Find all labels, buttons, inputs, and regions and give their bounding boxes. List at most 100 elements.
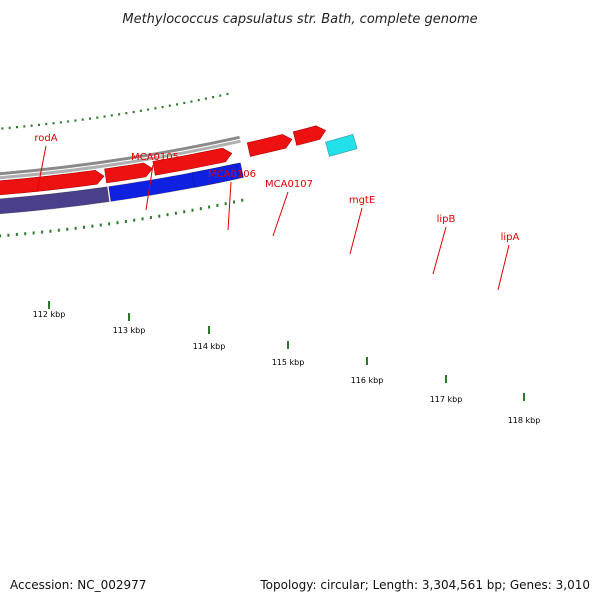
ruler-minor-tick	[132, 110, 135, 114]
ruler-minor-tick	[204, 97, 207, 100]
gene-block	[325, 133, 358, 157]
ruler-minor-tick	[219, 94, 222, 97]
minor-tick	[224, 202, 227, 206]
label-leader-line	[227, 181, 232, 231]
ruler-minor-tick	[176, 103, 179, 106]
ruler-minor-tick	[226, 92, 229, 96]
ruler-minor-tick	[30, 124, 33, 127]
gene-block	[0, 186, 110, 215]
ruler-tick-label: 113 kbp	[113, 326, 146, 335]
label-leader-line	[272, 191, 289, 237]
ruler-minor-tick	[8, 126, 11, 129]
ruler-minor-tick	[23, 125, 26, 128]
label-leader-line	[145, 164, 154, 211]
backbone-outer	[0, 139, 241, 180]
minor-tick	[57, 228, 60, 232]
minor-tick	[241, 198, 244, 202]
label-leader-line	[349, 207, 363, 255]
minor-tick	[158, 214, 161, 218]
minor-tick	[216, 203, 219, 207]
minor-tick	[32, 231, 35, 235]
cds-track	[0, 125, 327, 196]
minor-tick	[24, 232, 27, 236]
gene-label: MCA0107	[265, 179, 313, 190]
ruler-tick-label: 112 kbp	[33, 310, 66, 319]
ruler-tick-label: 118 kbp	[508, 416, 541, 425]
minor-tick	[149, 216, 152, 220]
ruler-minor-tick	[15, 126, 18, 129]
minor-tick	[141, 217, 144, 221]
minor-tick	[208, 205, 211, 209]
ruler-minor-tick	[110, 114, 113, 117]
ruler-minor-tick	[96, 116, 99, 119]
minor-tick	[15, 233, 18, 237]
minor-tick	[66, 227, 69, 231]
cds-arrow	[292, 125, 327, 146]
minor-tick	[191, 208, 194, 212]
gene-label: mgtE	[349, 195, 375, 206]
gene-label: MCA0105	[131, 152, 179, 163]
ruler-tick-label: 117 kbp	[430, 395, 463, 404]
gene-label: rodA	[34, 133, 57, 144]
cds-arrow	[104, 162, 153, 184]
kbp-ruler: 112 kbp 113 kbp 114 kbp 115 kbp 116 kbp 117 k…	[1, 92, 541, 425]
minor-tick	[133, 218, 136, 222]
minor-tick	[41, 230, 44, 234]
gene-labels: rodA MCA0105 MCA0106 MCA0107 mgtE lipB lipA	[34, 133, 520, 291]
gene-label: MCA0106	[208, 169, 256, 180]
minor-tick	[74, 226, 77, 230]
ruler-minor-tick	[190, 100, 193, 103]
minor-tick	[174, 211, 177, 215]
ruler-minor-tick	[168, 104, 171, 107]
minor-tick	[0, 234, 1, 238]
label-leader-line	[36, 145, 47, 193]
genome-summary-text: Topology: circular; Length: 3,304,561 bp…	[260, 578, 590, 592]
ruler-minor-tick	[74, 119, 77, 122]
cds-arrow	[0, 169, 105, 196]
minor-tick	[199, 207, 202, 211]
gene-label: lipB	[437, 214, 456, 225]
minor-tick	[232, 200, 235, 204]
minor-tick	[49, 229, 52, 233]
genome-backbone	[0, 135, 241, 180]
ruler-minor-tick	[183, 101, 186, 105]
minor-tick	[83, 225, 86, 229]
ruler-minor-tick	[45, 122, 48, 126]
minor-tick	[116, 221, 119, 225]
ruler-minor-tick	[147, 108, 150, 111]
ruler-tick-label: 115 kbp	[272, 358, 305, 367]
minor-tick	[99, 223, 102, 227]
minor-tick	[183, 210, 186, 214]
ruler-minor-tick	[37, 123, 40, 127]
accession-text: Accession: NC_002977	[10, 578, 147, 592]
minor-tick	[91, 224, 94, 228]
cds-arrow	[152, 147, 233, 176]
ruler-tick-label: 116 kbp	[351, 376, 384, 385]
minor-tick	[166, 213, 169, 217]
ruler-minor-tick	[89, 117, 92, 120]
gene-label: lipA	[501, 232, 520, 243]
ruler-minor-tick	[81, 118, 84, 121]
ruler-minor-tick	[118, 113, 121, 116]
cds-arrow	[246, 134, 293, 157]
ruler-minor-tick	[154, 107, 157, 110]
ruler-minor-tick	[161, 105, 164, 109]
ruler-minor-tick	[125, 112, 128, 115]
ruler-minor-tick	[1, 127, 4, 130]
label-leader-line	[497, 244, 510, 291]
backbone-inner	[0, 135, 240, 176]
ruler-minor-ticks	[0, 198, 244, 238]
ruler-minor-tick	[197, 99, 200, 102]
ruler-minor-tick	[67, 120, 70, 123]
label-leader-line	[432, 226, 447, 275]
ruler-minor-tick	[212, 96, 215, 99]
ruler-tick-label: 114 kbp	[193, 342, 226, 351]
ruler-minor-tick	[103, 115, 106, 118]
minor-tick	[108, 222, 111, 226]
minor-tick	[124, 219, 127, 223]
gene-block	[191, 163, 240, 188]
ruler-minor-tick	[52, 122, 55, 125]
minor-tick	[7, 233, 10, 237]
ruler-minor-tick	[59, 121, 62, 124]
